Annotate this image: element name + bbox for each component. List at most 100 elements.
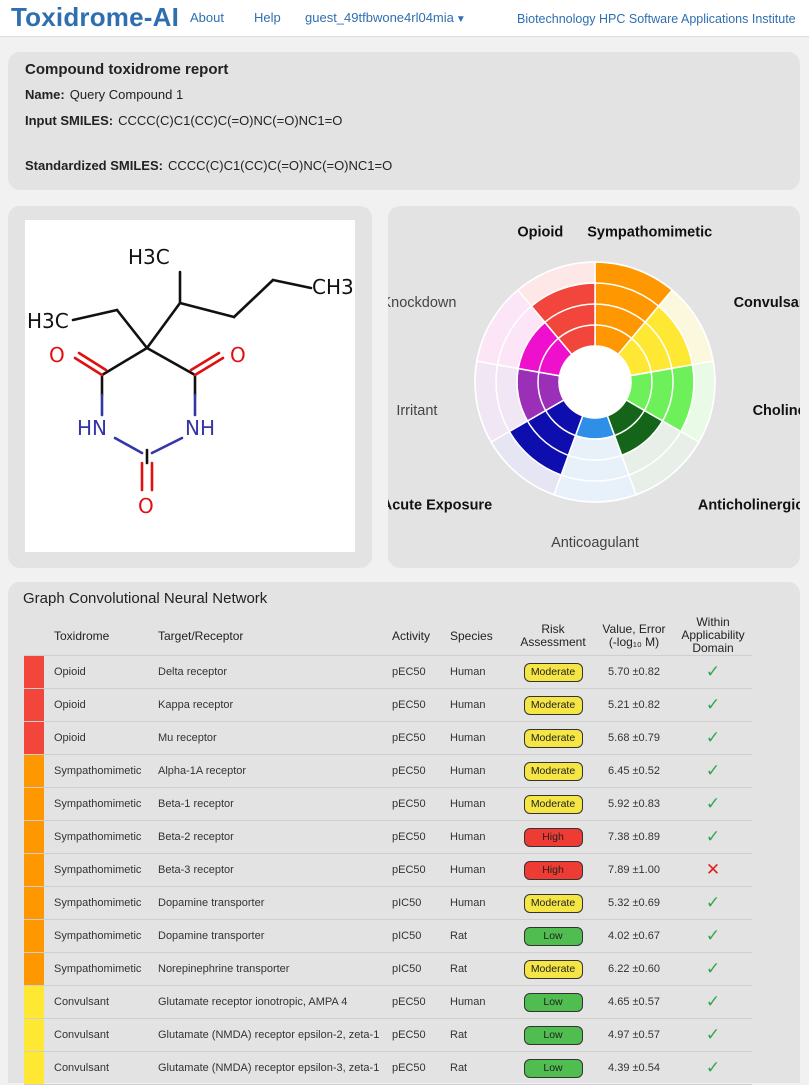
toxidrome-color-swatch bbox=[24, 853, 44, 887]
toxidrome-color-swatch bbox=[24, 688, 44, 722]
atom-label: H3C bbox=[27, 309, 69, 333]
cell-risk: Moderate bbox=[512, 787, 594, 821]
cell-value: 5.70 ±0.82 bbox=[594, 655, 674, 689]
value-number: 4.39 bbox=[608, 1062, 630, 1074]
standardized-smiles-value: CCCC(C)C1(CC)C(=O)NC(=O)NC1=O bbox=[167, 158, 393, 173]
value-error: ±0.54 bbox=[632, 1062, 660, 1074]
bond bbox=[145, 301, 182, 350]
cell-species: Human bbox=[446, 754, 512, 788]
cell-toxidrome: Sympathomimetic bbox=[44, 820, 154, 854]
cell-activity: pEC50 bbox=[388, 1018, 446, 1052]
risk-badge: High bbox=[523, 860, 583, 880]
cell-toxidrome: Sympathomimetic bbox=[44, 754, 154, 788]
cell-value: 7.89 ±1.00 bbox=[594, 853, 674, 887]
cell-species: Human bbox=[446, 853, 512, 887]
chart-label: Opioid bbox=[517, 225, 563, 241]
chart-label: Sympathomimetic bbox=[587, 225, 712, 241]
brand-logo[interactable]: Toxidrome-AI bbox=[11, 2, 180, 32]
value-number: 7.89 bbox=[608, 864, 630, 876]
bond bbox=[77, 351, 108, 372]
cell-activity: pEC50 bbox=[388, 688, 446, 722]
value-number: 5.68 bbox=[608, 732, 630, 744]
atom-label: O bbox=[138, 494, 154, 518]
standardized-smiles: Standardized SMILES: CCCC(C)C1(CC)C(=O)NC… bbox=[25, 158, 392, 173]
user-name: guest_49tfbwone4rl04mia bbox=[305, 10, 454, 25]
value-error: ±0.69 bbox=[632, 897, 660, 909]
cell-species: Human bbox=[446, 688, 512, 722]
cell-target: Beta-2 receptor bbox=[154, 820, 388, 854]
toxidrome-color-swatch bbox=[24, 754, 44, 788]
cell-target: Dopamine transporter bbox=[154, 886, 388, 920]
name-value: Query Compound 1 bbox=[69, 87, 184, 102]
col-risk: Risk Assessment bbox=[512, 616, 594, 656]
gcnn-title: Graph Convolutional Neural Network bbox=[23, 590, 268, 607]
chart-ring bbox=[516, 303, 674, 461]
atom-label: O bbox=[230, 343, 246, 367]
cell-activity: pEC50 bbox=[388, 655, 446, 689]
table-row: Sympathomimetic Norepinephrine transporte… bbox=[24, 952, 752, 986]
name-label: Name: bbox=[25, 87, 65, 102]
cell-target: Beta-1 receptor bbox=[154, 787, 388, 821]
cell-toxidrome: Opioid bbox=[44, 655, 154, 689]
user-menu[interactable]: guest_49tfbwone4rl04mia ▼ bbox=[305, 10, 466, 25]
cell-toxidrome: Opioid bbox=[44, 721, 154, 755]
cell-species: Human bbox=[446, 787, 512, 821]
value-number: 6.45 bbox=[608, 765, 630, 777]
nav-help-link[interactable]: Help bbox=[254, 10, 281, 25]
risk-badge: Low bbox=[523, 992, 583, 1012]
cell-value: 5.68 ±0.79 bbox=[594, 721, 674, 755]
cell-species: Rat bbox=[446, 919, 512, 953]
cell-target: Glutamate (NMDA) receptor epsilon-3, zet… bbox=[154, 1051, 388, 1085]
atom-label: O bbox=[49, 343, 65, 367]
cell-target: Norepinephrine transporter bbox=[154, 952, 388, 986]
check-icon: ✓ bbox=[705, 926, 721, 945]
bond bbox=[271, 278, 313, 290]
nav-about-link[interactable]: About bbox=[190, 10, 224, 25]
col-within-line3: Domain bbox=[692, 641, 734, 655]
bond bbox=[232, 278, 275, 319]
institute-link[interactable]: Biotechnology HPC Software Applications … bbox=[517, 12, 796, 26]
toxidrome-color-swatch bbox=[24, 787, 44, 821]
col-risk-line1: Risk bbox=[541, 621, 565, 636]
cell-within-domain: ✓ bbox=[674, 787, 752, 821]
risk-badge: Moderate bbox=[523, 761, 583, 781]
col-value-line2: (-log₁₀ M) bbox=[608, 634, 660, 649]
value-error: ±0.52 bbox=[632, 765, 660, 777]
chart-label: Acute Exposure bbox=[388, 498, 492, 514]
chart-center bbox=[558, 345, 632, 419]
value-error: ±0.82 bbox=[632, 699, 660, 711]
cell-target: Glutamate (NMDA) receptor epsilon-2, zet… bbox=[154, 1018, 388, 1052]
risk-badge: Moderate bbox=[523, 728, 583, 748]
cell-species: Rat bbox=[446, 1018, 512, 1052]
value-number: 5.32 bbox=[608, 897, 630, 909]
cell-toxidrome: Sympathomimetic bbox=[44, 886, 154, 920]
bond bbox=[178, 301, 236, 319]
cell-value: 5.21 ±0.82 bbox=[594, 688, 674, 722]
cell-within-domain: ✓ bbox=[674, 820, 752, 854]
table-row: Sympathomimetic Beta-2 receptor pEC50 Human… bbox=[24, 820, 752, 854]
cell-value: 4.39 ±0.54 bbox=[594, 1051, 674, 1085]
input-smiles-value: CCCC(C)C1(CC)C(=O)NC(=O)NC1=O bbox=[118, 113, 343, 128]
cell-value: 4.65 ±0.57 bbox=[594, 985, 674, 1019]
bond bbox=[115, 308, 149, 350]
cell-risk: Low bbox=[512, 1018, 594, 1052]
cell-target: Beta-3 receptor bbox=[154, 853, 388, 887]
value-error: ±0.83 bbox=[632, 798, 660, 810]
check-icon: ✓ bbox=[705, 662, 721, 681]
cell-within-domain: ✓ bbox=[674, 1051, 752, 1085]
toxidrome-chart-card: Sympathomimetic Convulsant Cholinergic Anti… bbox=[381, 206, 809, 568]
cell-risk: High bbox=[512, 820, 594, 854]
cell-within-domain: ✓ bbox=[674, 754, 752, 788]
bond bbox=[150, 436, 184, 455]
table-row: Opioid Delta receptor pEC50 Human Moderate 5.… bbox=[24, 655, 752, 689]
cell-within-domain: ✓ bbox=[674, 985, 752, 1019]
cell-risk: Moderate bbox=[512, 952, 594, 986]
value-number: 4.02 bbox=[608, 930, 630, 942]
toxidrome-color-swatch bbox=[24, 952, 44, 986]
cell-target: Dopamine transporter bbox=[154, 919, 388, 953]
table-row: Convulsant Glutamate (NMDA) receptor epsi… bbox=[24, 1051, 752, 1085]
cell-species: Human bbox=[446, 886, 512, 920]
table-row: Sympathomimetic Dopamine transporter pIC50… bbox=[24, 886, 752, 920]
table-row: Sympathomimetic Beta-1 receptor pEC50 Human… bbox=[24, 787, 752, 821]
cross-icon: ✕ bbox=[705, 860, 721, 879]
